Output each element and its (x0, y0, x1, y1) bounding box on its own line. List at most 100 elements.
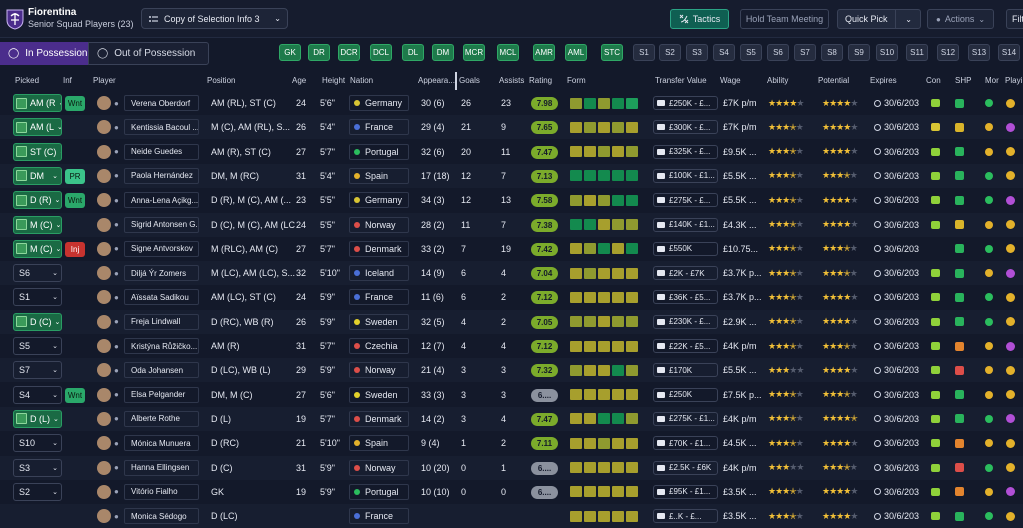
player-avatar[interactable] (97, 241, 111, 256)
player-name[interactable]: Vitório Fialho (124, 483, 199, 500)
position-chip-dm[interactable]: DM (432, 44, 454, 61)
table-row[interactable]: M (C) ⌄ ● Sigrid Antonsen G... D (C), M (C),… (0, 212, 1023, 237)
nation-cell[interactable]: Norway (349, 459, 409, 476)
sub-slot-chip-s7[interactable]: S7 (794, 44, 816, 61)
nation-cell[interactable]: France (349, 289, 409, 306)
col-transfer-value[interactable]: Transfer Value (655, 76, 707, 85)
nation-cell[interactable]: France (349, 119, 409, 136)
table-row[interactable]: S1 ⌄ ● Aïssata Sadikou AM (LC), ST (C) 24 5'9"… (0, 285, 1023, 309)
player-avatar[interactable] (97, 120, 111, 135)
sub-slot-chip-s14[interactable]: S14 (998, 44, 1020, 61)
nation-cell[interactable]: Denmark (349, 410, 409, 427)
sub-slot-chip-s4[interactable]: S4 (713, 44, 735, 61)
table-row[interactable]: S6 ⌄ ● Diljá Ýr Zomers M (LC), AM (LC), S...… (0, 261, 1023, 286)
player-avatar[interactable] (97, 460, 111, 475)
position-chip-dr[interactable]: DR (308, 44, 330, 61)
sub-slot-chip-s5[interactable]: S5 (740, 44, 762, 61)
table-row[interactable]: ● Monica Sédogo D (LC) France £..K - £... £3.… (0, 504, 1023, 528)
player-avatar[interactable] (97, 363, 111, 378)
table-row[interactable]: S3 ⌄ ● Hanna Ellingsen D (C) 31 5'9" Norway 10 (… (0, 455, 1023, 480)
player-name[interactable]: Oda Johansen (124, 362, 199, 379)
transfer-value-cell[interactable]: £100K - £1... (653, 168, 718, 183)
sub-slot-chip-s6[interactable]: S6 (767, 44, 789, 61)
table-row[interactable]: AM (R⌄Wnt ● Verena Oberdorf AM (RL), ST (C)… (0, 91, 1023, 115)
transfer-value-cell[interactable]: £2.5K - £6K (653, 460, 718, 475)
sub-slot-chip-s12[interactable]: S12 (937, 44, 959, 61)
picked-select[interactable]: M (C) ⌄ (13, 239, 62, 258)
player-avatar[interactable] (97, 387, 111, 402)
player-name[interactable]: Monica Sédogo (124, 508, 199, 525)
picked-select[interactable]: AM (R⌄ (13, 94, 62, 112)
nation-cell[interactable]: Denmark (349, 240, 409, 257)
col-playing[interactable]: Playi (1005, 76, 1023, 85)
info-badge[interactable]: Wnt (65, 193, 85, 209)
player-name[interactable]: Signe Antvorskov (124, 240, 199, 257)
sub-slot-chip-s3[interactable]: S3 (686, 44, 708, 61)
transfer-value-cell[interactable]: £2K - £7K (653, 266, 718, 281)
col-expires[interactable]: Expires (870, 76, 897, 85)
picked-select[interactable]: D (L) ⌄ (13, 409, 62, 428)
col-picked[interactable]: Picked (15, 76, 40, 85)
player-name[interactable]: Diljá Ýr Zomers (124, 265, 199, 282)
player-name[interactable]: Elsa Pelgander (124, 386, 199, 403)
sub-slot-chip-s13[interactable]: S13 (968, 44, 990, 61)
transfer-value-cell[interactable]: £275K - £... (653, 193, 718, 208)
player-avatar[interactable] (97, 144, 111, 159)
player-name[interactable]: Aïssata Sadikou (124, 289, 199, 306)
table-row[interactable]: D (C) ⌄ ● Freja Lindwall D (RC), WB (R) 26 5'9… (0, 309, 1023, 334)
picked-select[interactable]: AM (L⌄ (13, 118, 62, 137)
nation-cell[interactable]: Sweden (349, 386, 409, 403)
col-goals[interactable]: Goals (459, 76, 480, 85)
out-of-possession-tab[interactable]: ◯ Out of Possession (88, 42, 209, 65)
position-chip-dl[interactable]: DL (402, 44, 424, 61)
player-avatar[interactable] (97, 339, 111, 353)
picked-select[interactable]: ST (C)⌄ (13, 142, 62, 161)
col-rating[interactable]: Rating (529, 76, 553, 85)
picked-select[interactable]: S10 ⌄ (13, 434, 62, 453)
sub-slot-chip-s11[interactable]: S11 (906, 44, 928, 61)
nation-cell[interactable]: Iceland (349, 265, 409, 282)
transfer-value-cell[interactable]: £22K - £5... (653, 339, 718, 353)
table-row[interactable]: S5 ⌄ ● Kristýna Růžičko... AM (R) 31 5'7" Czech… (0, 334, 1023, 358)
info-badge[interactable]: Wnt (65, 387, 85, 403)
col-age[interactable]: Age (292, 76, 307, 85)
transfer-value-cell[interactable]: £325K - £... (653, 144, 718, 159)
nation-cell[interactable]: Germany (349, 95, 409, 111)
player-avatar[interactable] (97, 168, 111, 183)
player-name[interactable]: Freja Lindwall (124, 313, 199, 330)
player-avatar[interactable] (97, 217, 111, 232)
position-chip-aml[interactable]: AML (565, 44, 587, 61)
player-avatar[interactable] (97, 509, 111, 524)
col-position[interactable]: Position (207, 76, 236, 85)
sub-slot-chip-s9[interactable]: S9 (848, 44, 870, 61)
position-chip-dcr[interactable]: DCR (338, 44, 360, 61)
player-name[interactable]: Paola Hernández (124, 167, 199, 184)
transfer-value-cell[interactable]: £170K (653, 363, 718, 378)
picked-select[interactable]: S3 ⌄ (13, 458, 62, 477)
team-meeting-button[interactable]: Hold Team Meeting (740, 9, 829, 29)
position-chip-amr[interactable]: AMR (533, 44, 555, 61)
col-nation[interactable]: Nation (350, 76, 374, 85)
transfer-value-cell[interactable]: £95K - £1... (653, 484, 718, 499)
column-resize-handle[interactable] (455, 72, 457, 90)
transfer-value-cell[interactable]: £140K - £1... (653, 217, 718, 232)
player-name[interactable]: Sigrid Antonsen G... (124, 216, 199, 233)
picked-select[interactable]: S4 ⌄ (13, 385, 62, 404)
player-name[interactable]: Kristýna Růžičko... (124, 338, 199, 354)
nation-cell[interactable]: Spain (349, 435, 409, 452)
col-player[interactable]: Player (93, 76, 116, 85)
transfer-value-cell[interactable]: £550K (653, 241, 718, 256)
player-name[interactable]: Neide Guedes (124, 143, 199, 160)
table-row[interactable]: S4 ⌄ Wnt ● Elsa Pelgander DM, M (C) 27 5'6" Swed… (0, 383, 1023, 407)
picked-select[interactable]: S7 ⌄ (13, 361, 62, 380)
picked-select[interactable]: S2 ⌄ (13, 482, 62, 501)
position-chip-mcr[interactable]: MCR (463, 44, 485, 61)
nation-cell[interactable]: Portugal (349, 483, 409, 500)
nation-cell[interactable]: Portugal (349, 143, 409, 160)
player-avatar[interactable] (97, 193, 111, 208)
picked-select[interactable]: D (C) ⌄ (13, 312, 62, 331)
table-row[interactable]: DM ⌄ PR ● Paola Hernández DM, M (RC) 31 5'4" Spa… (0, 163, 1023, 188)
position-chip-stc[interactable]: STC (601, 44, 623, 61)
player-avatar[interactable] (97, 484, 111, 499)
picked-select[interactable]: M (C) ⌄ (13, 215, 62, 234)
